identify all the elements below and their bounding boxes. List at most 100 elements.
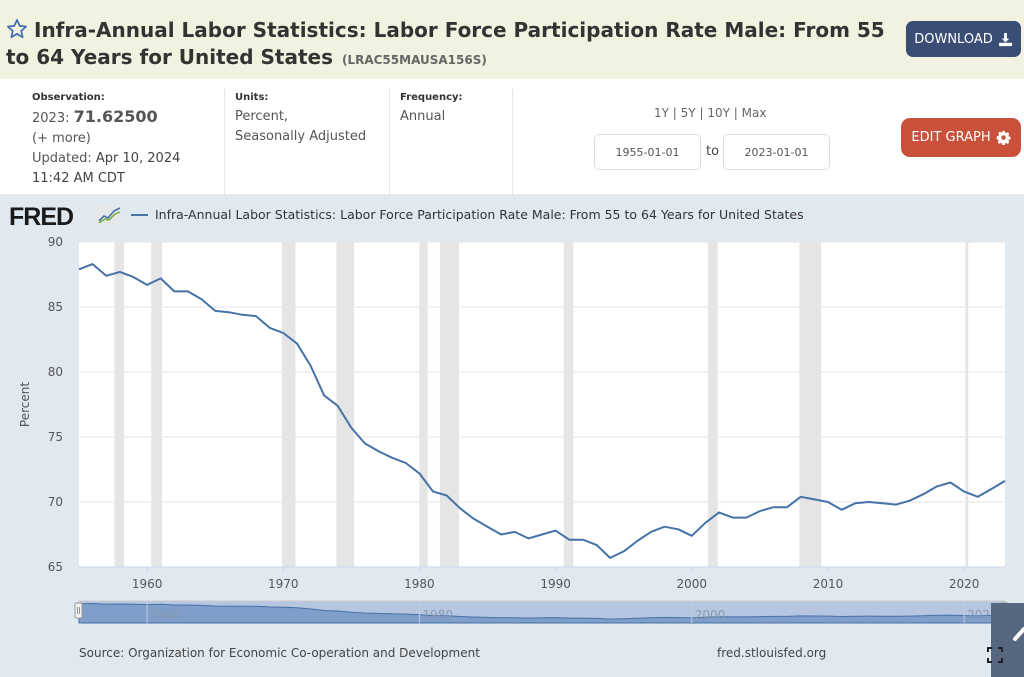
source-note: Source: Organization for Economic Co-ope… <box>79 646 480 660</box>
data-point <box>880 501 884 505</box>
data-point <box>145 283 149 287</box>
plot-background <box>79 242 1005 567</box>
frequency-label: Frequency: <box>400 92 463 103</box>
x-tick-label: 2020 <box>949 577 980 591</box>
data-point <box>499 533 503 537</box>
recession-band <box>114 242 124 567</box>
data-point <box>1003 479 1007 483</box>
updated-label: Updated: <box>32 151 92 166</box>
chart-legend[interactable]: Infra-Annual Labor Statistics: Labor For… <box>131 207 804 222</box>
divider <box>389 89 390 195</box>
data-point <box>336 404 340 408</box>
range-separator: | <box>699 106 704 120</box>
data-point <box>240 313 244 317</box>
observation-label: Observation: <box>32 92 105 103</box>
data-point <box>731 516 735 520</box>
data-point <box>186 289 190 293</box>
data-point <box>608 556 612 560</box>
updated-time: 11:42 AM CDT <box>32 171 125 186</box>
recession-band <box>965 242 969 567</box>
data-point <box>213 309 217 313</box>
data-point <box>853 501 857 505</box>
data-point <box>254 314 258 318</box>
data-point <box>458 507 462 511</box>
data-point <box>295 341 299 345</box>
data-point <box>649 530 653 534</box>
more-observations-link[interactable]: (+ more) <box>32 131 91 146</box>
data-point <box>758 509 762 513</box>
navigator-series-area <box>78 602 1006 624</box>
download-icon <box>998 32 1012 46</box>
scroll-to-top-button[interactable] <box>991 603 1024 677</box>
data-point <box>200 297 204 301</box>
gear-icon <box>996 130 1011 145</box>
divider <box>0 194 1024 195</box>
recession-band <box>799 242 822 567</box>
data-point <box>540 533 544 537</box>
data-point <box>622 549 626 553</box>
recession-band <box>419 242 428 567</box>
navigator-tick-label: 1960 <box>150 608 181 622</box>
data-point <box>472 517 476 521</box>
observation-block: Observation: 2023: 71.62500 (+ more) Upd… <box>32 91 180 189</box>
legend-label: Infra-Annual Labor Statistics: Labor For… <box>155 207 804 222</box>
range-5y[interactable]: 5Y <box>680 106 696 120</box>
data-point <box>840 508 844 512</box>
series-title: Infra-Annual Labor Statistics: Labor For… <box>6 17 896 74</box>
divider <box>224 89 225 195</box>
range-max[interactable]: Max <box>741 106 767 120</box>
end-date-input[interactable]: 2023-01-01 <box>723 134 830 170</box>
fullscreen-icon[interactable] <box>987 647 1003 663</box>
data-point <box>131 275 135 279</box>
updated-date: Apr 10, 2024 <box>95 151 181 166</box>
units-label: Units: <box>235 92 269 103</box>
range-1y[interactable]: 1Y <box>654 106 669 120</box>
data-point <box>431 490 435 494</box>
edit-graph-button[interactable]: EDIT GRAPH <box>901 118 1021 157</box>
series-id: (LRAC55MAUSA156S) <box>341 53 487 67</box>
data-point <box>349 426 353 430</box>
data-point <box>921 492 925 496</box>
range-separator: | <box>672 106 677 120</box>
navigator-tick-label: 1980 <box>422 608 453 622</box>
fred-url[interactable]: fred.stlouisfed.org <box>717 646 827 660</box>
start-date-input[interactable]: 1955-01-01 <box>594 134 701 170</box>
line-chart: 65 70 75 80 85 90 1960 1970 1980 1990 2000 2010 2020… <box>18 235 1009 624</box>
observation-value: 71.62500 <box>73 107 158 126</box>
download-label: DOWNLOAD <box>914 31 993 47</box>
data-point <box>118 270 122 274</box>
to-label: to <box>706 144 720 159</box>
y-tick-label: 75 <box>48 430 63 444</box>
data-point <box>172 289 176 293</box>
recession-band <box>336 242 355 567</box>
y-tick-label: 65 <box>48 560 63 574</box>
data-point <box>962 490 966 494</box>
data-point <box>989 487 993 491</box>
data-point <box>785 505 789 509</box>
data-point <box>567 538 571 542</box>
range-links: 1Y | 5Y | 10Y | Max <box>654 106 766 120</box>
observation-year: 2023: <box>32 111 70 126</box>
data-point <box>826 500 830 504</box>
data-point <box>159 276 163 280</box>
data-point <box>77 267 81 271</box>
range-separator: | <box>733 106 738 120</box>
data-point <box>309 364 313 368</box>
data-point <box>227 310 231 314</box>
frequency-block: Frequency: Annual <box>400 91 463 127</box>
data-point <box>894 503 898 507</box>
data-point <box>513 530 517 534</box>
edit-graph-label: EDIT GRAPH <box>911 130 991 145</box>
star-outline-icon[interactable] <box>6 18 28 40</box>
range-10y[interactable]: 10Y <box>707 106 730 120</box>
navigator-left-handle[interactable] <box>74 602 83 619</box>
y-tick-label: 85 <box>48 300 63 314</box>
chart-area: 65 70 75 80 85 90 1960 1970 1980 1990 2000 2010 2020… <box>0 195 1024 677</box>
data-point <box>104 274 108 278</box>
data-point <box>377 449 381 453</box>
data-point <box>908 499 912 503</box>
data-point <box>744 516 748 520</box>
data-point <box>445 494 449 498</box>
y-tick-label: 70 <box>48 495 63 509</box>
download-button[interactable]: DOWNLOAD <box>906 21 1021 57</box>
